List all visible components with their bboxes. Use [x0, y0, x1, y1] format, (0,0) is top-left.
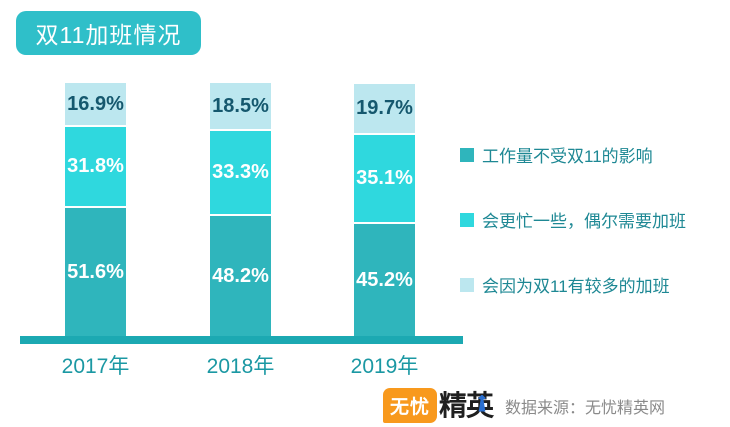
bar-value-label: 51.6% [67, 260, 124, 283]
legend-item: 会因为双11有较多的加班 [460, 272, 686, 297]
footer: 无忧 精英 数据来源：无忧精英网 [383, 388, 665, 423]
legend-swatch-icon [460, 277, 474, 292]
bar-segment: 35.1% [354, 135, 415, 222]
bar-2018年: 18.5% 33.3% 48.2% [210, 76, 271, 336]
legend-label: 会更忙一些，偶尔需要加班 [482, 212, 686, 231]
bar-value-label: 45.2% [356, 268, 413, 291]
bar-value-label: 48.2% [212, 264, 269, 287]
bar-value-label: 16.9% [67, 92, 124, 115]
bar-value-label: 31.8% [67, 155, 124, 177]
bar-value-label: 33.3% [212, 161, 269, 183]
legend-swatch-icon [460, 147, 474, 162]
x-axis-label: 2017年 [61, 355, 130, 378]
stacked-bar-chart: 16.9% 31.8% 51.6% 18.5% 33.3% 48.2% 19.7% 35.1%… [20, 76, 463, 378]
bar-segment: 48.2% [210, 216, 271, 336]
legend-item: 会更忙一些，偶尔需要加班 [460, 207, 686, 232]
legend-swatch-icon [460, 212, 474, 227]
logo-text-jingying: 精英 [439, 389, 494, 421]
bar-segment: 16.9% [65, 83, 126, 125]
legend-item: 工作量不受双11的影响 [460, 142, 686, 167]
x-axis-line [20, 336, 463, 344]
brand-logo: 无忧 精英 [383, 388, 494, 423]
x-axis-label: 2019年 [350, 355, 419, 378]
data-source-text: 数据来源：无忧精英网 [505, 399, 666, 417]
bar-segment: 45.2% [354, 224, 415, 336]
bar-2019年: 19.7% 35.1% 45.2% [354, 76, 415, 336]
bar-value-label: 18.5% [212, 94, 269, 117]
bar-2017年: 16.9% 31.8% 51.6% [65, 76, 126, 336]
bar-segment: 31.8% [65, 127, 126, 206]
bar-segment: 19.7% [354, 84, 415, 133]
chart-legend: 工作量不受双11的影响会更忙一些，偶尔需要加班 会因为双11有较多的加班 [460, 142, 686, 297]
bar-segment: 51.6% [65, 208, 126, 336]
bar-value-label: 35.1% [356, 167, 413, 189]
logo-badge-wuyou: 无忧 [383, 388, 438, 423]
bar-value-label: 19.7% [356, 97, 413, 119]
bar-segment: 18.5% [210, 83, 271, 129]
tie-icon [478, 394, 487, 412]
x-axis-label: 2018年 [206, 355, 275, 378]
bar-segment: 33.3% [210, 131, 271, 214]
legend-label: 工作量不受双11的影响 [482, 147, 653, 166]
chart-title-badge: 双11加班情况 [16, 11, 201, 55]
legend-label: 会因为双11有较多的加班 [482, 277, 670, 296]
chart-title: 双11加班情况 [35, 22, 182, 48]
